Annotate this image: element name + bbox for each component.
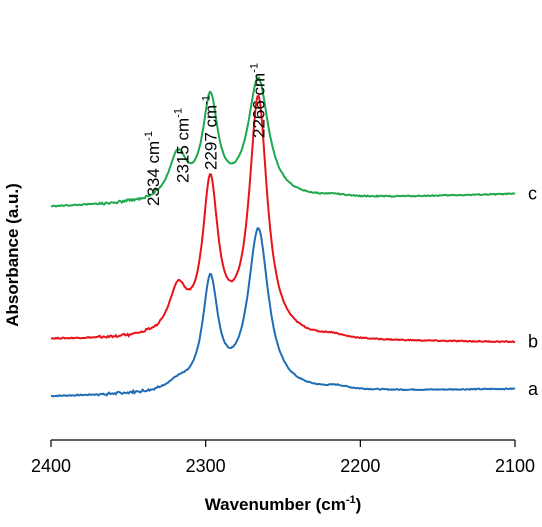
x-ticks [50, 440, 516, 447]
x-tick-labels: 2400 2300 2200 2100 [31, 456, 535, 476]
x-tick-label: 2100 [495, 456, 535, 476]
curve-labels: a b c [528, 183, 539, 398]
curve-label-c: c [528, 183, 537, 203]
x-tick-label: 2400 [31, 456, 71, 476]
spectrum-curves [50, 76, 516, 398]
peak-annotation: 2315 cm-1 [173, 108, 193, 183]
peak-annotation: 2266 cm-1 [248, 63, 268, 138]
curve-label-a: a [528, 379, 539, 399]
peak-annotation: 2334 cm-1 [143, 131, 163, 206]
x-axis-title: Wavenumber (cm-1) [205, 494, 362, 514]
y-axis-title: Absorbance (a.u.) [3, 183, 22, 327]
x-tick-label: 2200 [340, 456, 380, 476]
peak-annotation: 2297 cm-1 [200, 95, 220, 170]
spectrum-line-b [50, 94, 516, 344]
peak-annotations: 2334 cm-1 2315 cm-1 2297 cm-1 2266 cm-1 [143, 63, 268, 206]
spectrum-line-a [50, 227, 516, 398]
curve-label-b: b [528, 332, 538, 352]
x-tick-label: 2300 [186, 456, 226, 476]
plot-area: 2400 2300 2200 2100 abc 2334 cm-1 2315 cm-1 2… [31, 63, 539, 476]
spectrum-line-c [50, 76, 516, 208]
